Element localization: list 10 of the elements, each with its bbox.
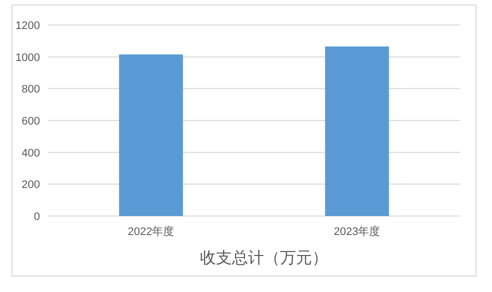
y-tick-label: 200 bbox=[22, 179, 40, 192]
x-tick-label: 2023年度 bbox=[334, 225, 380, 238]
x-tick-label: 2022年度 bbox=[128, 225, 174, 238]
text: 收支总计（万元） bbox=[200, 249, 328, 267]
y-tick-label: 1200 bbox=[16, 20, 40, 32]
y-tick-label: 400 bbox=[22, 147, 40, 160]
y-tick-label: 1000 bbox=[16, 52, 40, 64]
y-tick-label: 600 bbox=[22, 116, 40, 128]
y-tick-label: 0 bbox=[34, 211, 40, 223]
y-tick-label: 800 bbox=[22, 84, 40, 96]
